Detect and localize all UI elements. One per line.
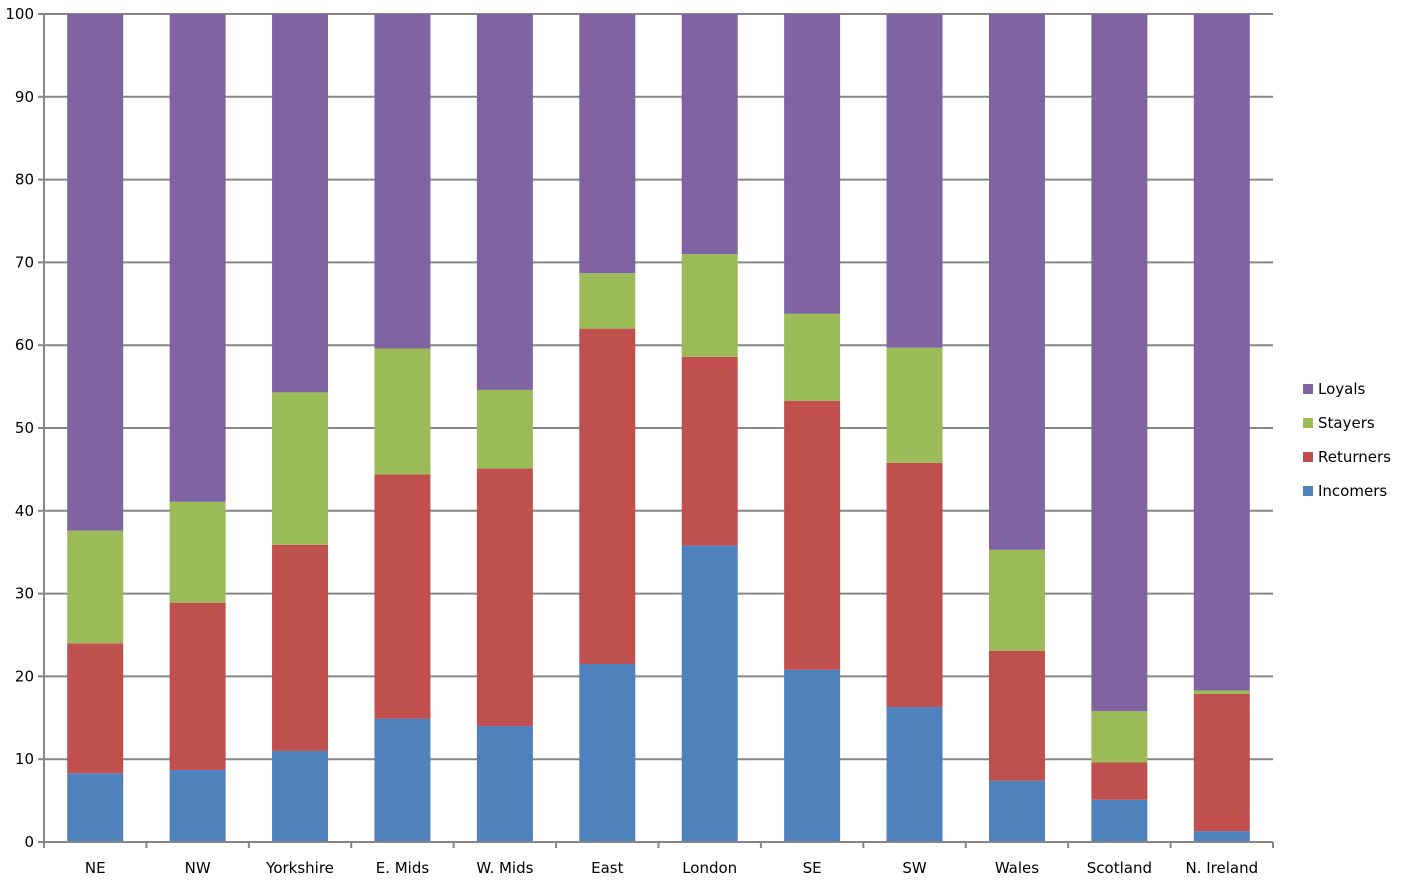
bar-segment [476, 726, 533, 842]
bar-segment [886, 707, 943, 842]
y-tick-label: 100 [5, 5, 34, 23]
bar-segment [272, 392, 329, 545]
bar-segment [169, 769, 226, 842]
legend-item: Stayers [1303, 414, 1375, 432]
y-tick-label: 40 [15, 502, 34, 520]
x-tick-label: SW [902, 859, 927, 877]
x-tick-label: Yorkshire [265, 859, 334, 877]
legend-swatch [1303, 384, 1313, 394]
x-tick-label: E. Mids [376, 859, 430, 877]
bars [67, 14, 1250, 842]
bar-segment [272, 14, 329, 393]
bar-segment [476, 389, 533, 469]
bar-segment [1193, 690, 1250, 694]
legend-label: Loyals [1318, 380, 1366, 398]
x-tick-label: N. Ireland [1185, 859, 1258, 877]
bar-segment [1193, 831, 1250, 842]
bar-segment [988, 549, 1045, 651]
bar-segment [784, 400, 841, 670]
bar-segment [886, 462, 943, 708]
bar-segment [1091, 711, 1148, 763]
legend-swatch [1303, 486, 1313, 496]
legend-label: Incomers [1318, 482, 1387, 500]
y-tick-labels: 0 10 20 30 40 50 60 70 80 90 100 [5, 5, 44, 851]
x-tick-label: East [591, 859, 623, 877]
bar-segment [784, 14, 841, 314]
legend-label: Returners [1318, 448, 1391, 466]
x-tick-label: W. Mids [476, 859, 533, 877]
bar-segment [886, 347, 943, 463]
legend-item: Incomers [1303, 482, 1387, 500]
y-tick-label: 90 [15, 88, 34, 106]
y-tick-label: 80 [15, 171, 34, 189]
bar-segment [579, 273, 636, 329]
x-tick-label: Scotland [1087, 859, 1152, 877]
bar-segment [67, 14, 124, 531]
bar-segment [579, 328, 636, 664]
bar-segment [988, 780, 1045, 842]
bar-segment [1193, 14, 1250, 691]
bar-segment [988, 14, 1045, 550]
bar-segment [988, 650, 1045, 781]
bar-segment [1091, 762, 1148, 800]
x-tick-labels: NE NW Yorkshire E. Mids W. Mids East London SE S… [85, 859, 1258, 877]
bar-segment [886, 14, 943, 348]
bar-segment [169, 602, 226, 770]
bar-segment [374, 348, 431, 475]
bar-segment [784, 313, 841, 401]
bar-segment [374, 718, 431, 842]
bar-segment [67, 773, 124, 842]
bar-segment [169, 501, 226, 603]
bar-segment [681, 356, 738, 546]
bar-segment [67, 643, 124, 774]
bar-segment [681, 545, 738, 842]
legend-swatch [1303, 418, 1313, 428]
x-tick-label: Wales [995, 859, 1039, 877]
bar-segment [476, 14, 533, 390]
bar-segment [579, 14, 636, 274]
gridlines [44, 13, 1273, 761]
y-tick-label: 30 [15, 585, 34, 603]
bar-segment [374, 474, 431, 719]
y-tick-label: 0 [24, 833, 34, 851]
y-tick-label: 50 [15, 419, 34, 437]
bar-segment [272, 750, 329, 842]
x-tick-label: NE [85, 859, 106, 877]
bar-segment [374, 14, 431, 349]
legend: Loyals Stayers Returners Incomers [1303, 380, 1391, 500]
legend-item: Loyals [1303, 380, 1366, 398]
y-tick-label: 60 [15, 336, 34, 354]
bar-segment [169, 14, 226, 502]
bar-segment [1091, 14, 1148, 712]
bar-segment [1193, 693, 1250, 832]
y-tick-label: 20 [15, 667, 34, 685]
bar-segment [681, 254, 738, 357]
bar-segment [67, 530, 124, 644]
x-tick-label: NW [185, 859, 211, 877]
bar-segment [579, 663, 636, 842]
bar-segment [784, 669, 841, 842]
bar-segment [1091, 799, 1148, 842]
bar-segment [476, 468, 533, 727]
x-tick-label: SE [803, 859, 822, 877]
legend-item: Returners [1303, 448, 1391, 466]
bar-segment [681, 14, 738, 255]
axes [43, 14, 1274, 848]
y-tick-label: 10 [15, 750, 34, 768]
legend-swatch [1303, 452, 1313, 462]
bar-segment [272, 544, 329, 751]
y-tick-label: 70 [15, 253, 34, 271]
legend-label: Stayers [1318, 414, 1375, 432]
x-tick-label: London [682, 859, 737, 877]
